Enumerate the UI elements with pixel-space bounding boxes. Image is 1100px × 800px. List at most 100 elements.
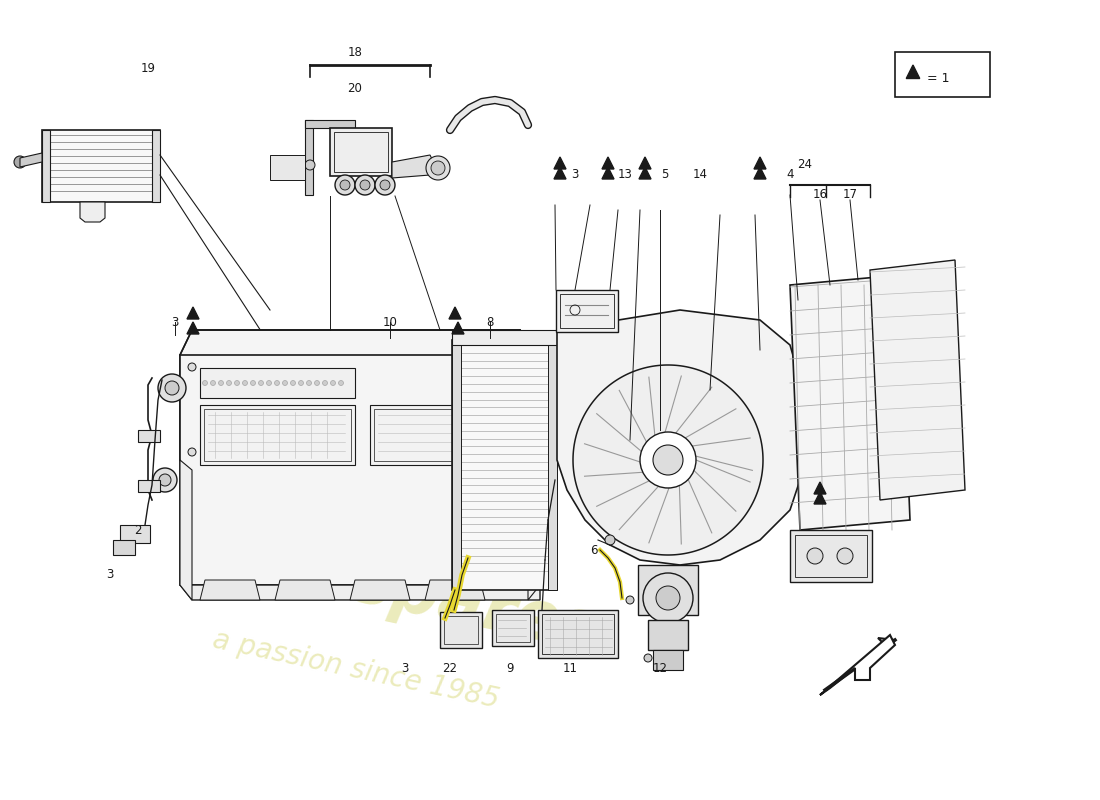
Bar (542, 614, 614, 654)
Polygon shape (180, 330, 540, 460)
Bar (330, 128, 392, 176)
Circle shape (626, 596, 634, 604)
Polygon shape (187, 307, 199, 319)
Bar (638, 565, 698, 615)
Bar (305, 120, 355, 128)
Polygon shape (350, 580, 410, 600)
Circle shape (644, 573, 693, 623)
Circle shape (210, 381, 216, 386)
Text: 3: 3 (107, 569, 113, 582)
Text: 12: 12 (652, 662, 668, 674)
Bar (152, 130, 160, 202)
Polygon shape (754, 167, 766, 179)
Circle shape (153, 468, 177, 492)
Text: 11: 11 (562, 662, 578, 674)
Polygon shape (790, 275, 910, 530)
Polygon shape (187, 322, 199, 334)
Bar (492, 610, 534, 646)
Text: 18: 18 (348, 46, 362, 58)
Bar (556, 290, 618, 332)
Circle shape (298, 381, 304, 386)
Polygon shape (906, 65, 920, 78)
Text: 9: 9 (506, 662, 514, 674)
Polygon shape (639, 167, 651, 179)
Bar (452, 340, 557, 590)
Polygon shape (80, 202, 104, 222)
Bar (204, 409, 351, 461)
Circle shape (837, 548, 852, 564)
Text: 3: 3 (571, 169, 579, 182)
Bar (200, 405, 355, 465)
Polygon shape (528, 460, 540, 600)
Bar (138, 430, 160, 442)
Text: 13: 13 (617, 169, 632, 182)
Text: 19: 19 (141, 62, 155, 74)
Circle shape (807, 548, 823, 564)
Polygon shape (180, 460, 192, 600)
Bar (180, 355, 540, 585)
Circle shape (653, 445, 683, 475)
Polygon shape (870, 260, 965, 500)
Polygon shape (392, 155, 434, 178)
Bar (370, 405, 525, 465)
Text: 17: 17 (843, 189, 858, 202)
Text: 3: 3 (172, 315, 178, 329)
Polygon shape (180, 585, 540, 600)
Circle shape (644, 654, 652, 662)
Polygon shape (602, 157, 614, 169)
Circle shape (375, 175, 395, 195)
Circle shape (258, 381, 264, 386)
Text: 4: 4 (786, 169, 794, 182)
Bar (538, 610, 618, 658)
Circle shape (656, 586, 680, 610)
Text: 6: 6 (591, 543, 597, 557)
Bar (790, 530, 872, 582)
Circle shape (14, 156, 26, 168)
Polygon shape (557, 310, 800, 565)
Polygon shape (449, 307, 461, 319)
Bar (374, 409, 521, 461)
Circle shape (524, 363, 532, 371)
Polygon shape (878, 638, 895, 648)
Polygon shape (554, 157, 566, 169)
Circle shape (330, 381, 336, 386)
Bar (42, 130, 50, 202)
Bar (560, 294, 614, 328)
Circle shape (605, 535, 615, 545)
Text: = 1: = 1 (927, 71, 949, 85)
Polygon shape (814, 492, 826, 504)
Circle shape (640, 432, 696, 488)
Text: a passion since 1985: a passion since 1985 (210, 626, 502, 714)
Circle shape (283, 381, 287, 386)
Bar (895, 52, 990, 97)
Polygon shape (275, 580, 336, 600)
Bar (440, 612, 482, 648)
Circle shape (426, 156, 450, 180)
Polygon shape (639, 157, 651, 169)
Circle shape (315, 381, 319, 386)
Polygon shape (602, 167, 614, 179)
Bar (653, 650, 683, 670)
Circle shape (234, 381, 240, 386)
Bar (795, 535, 867, 577)
Bar (200, 368, 355, 398)
Circle shape (336, 175, 355, 195)
Text: 22: 22 (442, 662, 458, 674)
Circle shape (158, 374, 186, 402)
Polygon shape (814, 482, 826, 494)
Circle shape (202, 381, 208, 386)
Text: 2: 2 (134, 523, 142, 537)
Bar (113, 540, 135, 555)
Polygon shape (200, 580, 260, 600)
Text: 5: 5 (661, 169, 669, 182)
Circle shape (165, 381, 179, 395)
Circle shape (307, 381, 311, 386)
Polygon shape (270, 155, 305, 180)
Text: 16: 16 (813, 189, 827, 202)
Circle shape (305, 160, 315, 170)
Circle shape (242, 381, 248, 386)
Circle shape (188, 363, 196, 371)
Circle shape (360, 180, 370, 190)
Bar (452, 340, 461, 590)
Text: eurospares: eurospares (180, 514, 606, 666)
